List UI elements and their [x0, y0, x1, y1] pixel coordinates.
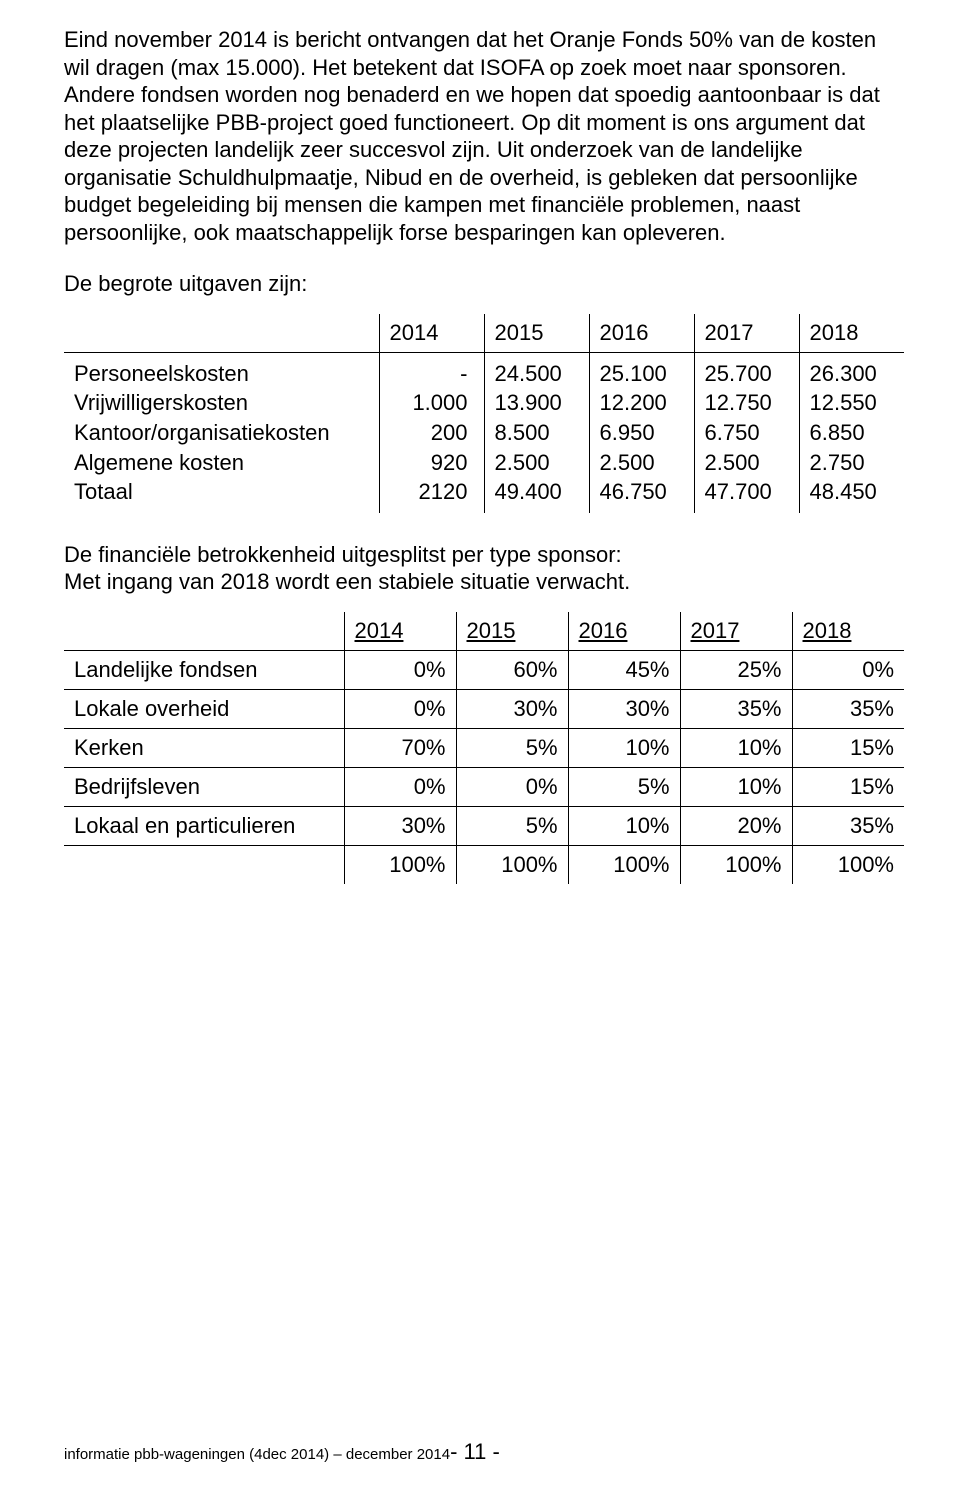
- intro-paragraph: Eind november 2014 is bericht ontvangen …: [64, 26, 904, 246]
- cell-value: 47.700: [705, 477, 789, 507]
- cell-value: 30%: [568, 689, 680, 728]
- table-col-2014: - 1.000 200 920 2120: [379, 352, 484, 513]
- cell-value: 0%: [344, 767, 456, 806]
- table-header-blank: [64, 612, 344, 651]
- cell-value: 100%: [344, 845, 456, 884]
- table-row: Lokale overheid 0% 30% 30% 35% 35%: [64, 689, 904, 728]
- table-col-2015: 24.500 13.900 8.500 2.500 49.400: [484, 352, 589, 513]
- cell-value: 12.750: [705, 388, 789, 418]
- cell-value: 45%: [568, 650, 680, 689]
- cell-value: 6.950: [600, 418, 684, 448]
- cell-value: 70%: [344, 728, 456, 767]
- cell-value: 25.100: [600, 359, 684, 389]
- table-row: Bedrijfsleven 0% 0% 5% 10% 15%: [64, 767, 904, 806]
- expenses-heading: De begrote uitgaven zijn:: [64, 270, 904, 298]
- cell-value: 6.750: [705, 418, 789, 448]
- table-col-2017: 25.700 12.750 6.750 2.500 47.700: [694, 352, 799, 513]
- cell-value: 5%: [456, 728, 568, 767]
- sponsor-paragraph: De financiële betrokkenheid uitgesplitst…: [64, 541, 904, 596]
- cell-value: 26.300: [810, 359, 895, 389]
- table-header-blank: [64, 314, 379, 353]
- row-label: Landelijke fondsen: [64, 650, 344, 689]
- table-row: Kerken 70% 5% 10% 10% 15%: [64, 728, 904, 767]
- cell-value: 0%: [344, 689, 456, 728]
- cell-value: 5%: [456, 806, 568, 845]
- cell-value: 60%: [456, 650, 568, 689]
- row-label: Bedrijfsleven: [64, 767, 344, 806]
- cell-value: 1.000: [390, 388, 468, 418]
- cell-value: 2120: [390, 477, 468, 507]
- footer-text: informatie pbb-wageningen (4dec 2014) – …: [64, 1446, 450, 1463]
- table-col-2016: 25.100 12.200 6.950 2.500 46.750: [589, 352, 694, 513]
- cell-value: 0%: [456, 767, 568, 806]
- cell-value: 25%: [680, 650, 792, 689]
- cell-value: 100%: [792, 845, 904, 884]
- table-header-year: 2014: [379, 314, 484, 353]
- cell-value: 48.450: [810, 477, 895, 507]
- table-header-year: 2015: [456, 612, 568, 651]
- row-label: Kantoor/organisatiekosten: [74, 418, 369, 448]
- table-header-year: 2017: [694, 314, 799, 353]
- table-header-year: 2017: [680, 612, 792, 651]
- cell-value: 2.500: [600, 448, 684, 478]
- row-label: [64, 845, 344, 884]
- cell-value: 35%: [792, 689, 904, 728]
- cell-value: 12.200: [600, 388, 684, 418]
- cell-value: 13.900: [495, 388, 579, 418]
- row-label: Kerken: [64, 728, 344, 767]
- cell-value: 30%: [344, 806, 456, 845]
- table-row-labels: Personeelskosten Vrijwilligerskosten Kan…: [64, 352, 379, 513]
- expenses-table: 2014 2015 2016 2017 2018 Personeelskoste…: [64, 314, 904, 513]
- row-label: Lokale overheid: [64, 689, 344, 728]
- cell-value: 920: [390, 448, 468, 478]
- cell-value: 30%: [456, 689, 568, 728]
- cell-value: -: [390, 359, 468, 389]
- cell-value: 2.500: [705, 448, 789, 478]
- sponsor-table: 2014 2015 2016 2017 2018 Landelijke fond…: [64, 612, 904, 884]
- table-row: Landelijke fondsen 0% 60% 45% 25% 0%: [64, 650, 904, 689]
- cell-value: 24.500: [495, 359, 579, 389]
- cell-value: 0%: [792, 650, 904, 689]
- cell-value: 8.500: [495, 418, 579, 448]
- table-row-total: 100% 100% 100% 100% 100%: [64, 845, 904, 884]
- cell-value: 10%: [680, 728, 792, 767]
- cell-value: 15%: [792, 728, 904, 767]
- cell-value: 2.750: [810, 448, 895, 478]
- cell-value: 12.550: [810, 388, 895, 418]
- document-page: Eind november 2014 is bericht ontvangen …: [0, 0, 960, 1487]
- cell-value: 15%: [792, 767, 904, 806]
- cell-value: 10%: [568, 728, 680, 767]
- cell-value: 46.750: [600, 477, 684, 507]
- table-row: Lokaal en particulieren 30% 5% 10% 20% 3…: [64, 806, 904, 845]
- cell-value: 2.500: [495, 448, 579, 478]
- cell-value: 6.850: [810, 418, 895, 448]
- cell-value: 10%: [568, 806, 680, 845]
- cell-value: 0%: [344, 650, 456, 689]
- row-label: Lokaal en particulieren: [64, 806, 344, 845]
- cell-value: 100%: [680, 845, 792, 884]
- cell-value: 10%: [680, 767, 792, 806]
- table-header-year: 2016: [568, 612, 680, 651]
- page-footer: informatie pbb-wageningen (4dec 2014) – …: [64, 1439, 500, 1465]
- table-header-year: 2018: [792, 612, 904, 651]
- cell-value: 25.700: [705, 359, 789, 389]
- table-col-2018: 26.300 12.550 6.850 2.750 48.450: [799, 352, 904, 513]
- cell-value: 20%: [680, 806, 792, 845]
- cell-value: 49.400: [495, 477, 579, 507]
- row-label: Personeelskosten: [74, 359, 369, 389]
- table-header-year: 2016: [589, 314, 694, 353]
- cell-value: 100%: [568, 845, 680, 884]
- cell-value: 100%: [456, 845, 568, 884]
- table-header-year: 2015: [484, 314, 589, 353]
- cell-value: 5%: [568, 767, 680, 806]
- cell-value: 200: [390, 418, 468, 448]
- table-header-year: 2018: [799, 314, 904, 353]
- row-label: Algemene kosten: [74, 448, 369, 478]
- row-label: Totaal: [74, 477, 369, 507]
- page-number: - 11 -: [450, 1439, 500, 1464]
- cell-value: 35%: [680, 689, 792, 728]
- cell-value: 35%: [792, 806, 904, 845]
- row-label: Vrijwilligerskosten: [74, 388, 369, 418]
- table-header-year: 2014: [344, 612, 456, 651]
